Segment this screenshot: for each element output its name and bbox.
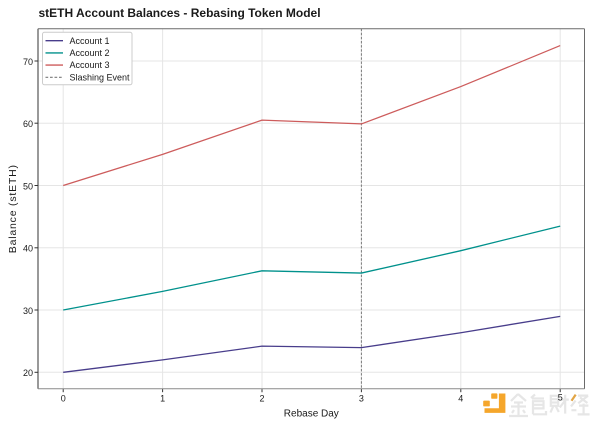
svg-text:50: 50 [23, 181, 33, 191]
svg-text:Slashing Event: Slashing Event [70, 72, 131, 82]
svg-text:Balance (stETH): Balance (stETH) [7, 164, 19, 253]
svg-text:30: 30 [23, 306, 33, 316]
svg-text:20: 20 [23, 368, 33, 378]
svg-text:70: 70 [23, 57, 33, 67]
svg-text:40: 40 [23, 244, 33, 254]
svg-text:1: 1 [160, 393, 165, 403]
svg-text:stETH Account Balances - Rebas: stETH Account Balances - Rebasing Token … [39, 6, 321, 20]
svg-text:2: 2 [259, 393, 264, 403]
svg-text:Rebase Day: Rebase Day [284, 409, 339, 420]
svg-text:4: 4 [458, 393, 463, 403]
svg-text:3: 3 [359, 393, 364, 403]
svg-text:Account 2: Account 2 [70, 48, 110, 58]
svg-text:5: 5 [558, 392, 563, 402]
svg-text:Account 3: Account 3 [70, 60, 110, 70]
svg-text:60: 60 [23, 119, 33, 129]
svg-text:Account 1: Account 1 [70, 36, 110, 46]
svg-text:0: 0 [61, 393, 66, 403]
